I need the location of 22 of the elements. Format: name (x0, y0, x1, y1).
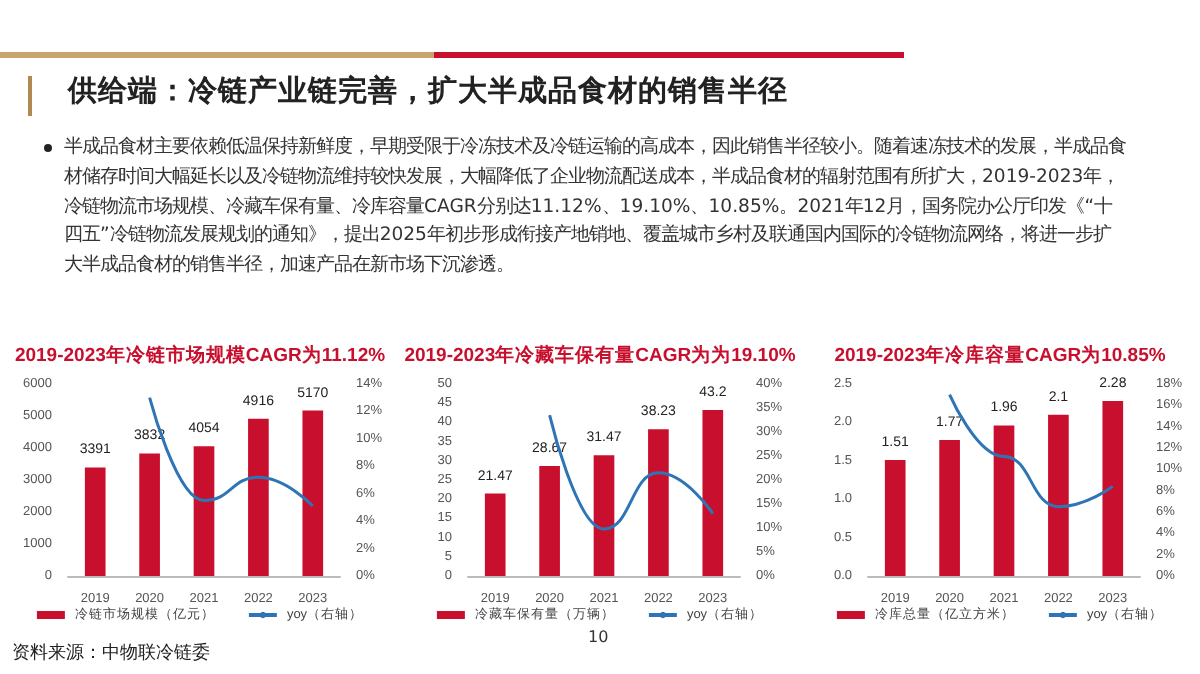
bar (248, 418, 269, 576)
bar (593, 455, 615, 576)
bar (993, 425, 1015, 576)
bar (193, 446, 215, 576)
bar (648, 429, 669, 576)
text: 10 (588, 628, 609, 646)
text: 资料来源：中物联冷链委 (12, 640, 210, 666)
chart-title: 2019-2023年冷库容量CAGR为10.85% (834, 343, 1167, 367)
bar (702, 410, 724, 576)
bar (884, 460, 906, 576)
bar (484, 493, 506, 576)
bar (139, 453, 160, 576)
bar (84, 467, 106, 576)
chart-title: 2019-2023年冷藏车保有量CAGR为为19.10% (404, 343, 797, 367)
bar (1048, 414, 1069, 576)
bar (1102, 400, 1124, 576)
bar (939, 440, 960, 576)
text: 供给端：冷链产业链完善，扩大半成品食材的销售半径 (68, 72, 788, 110)
chart-title: 2019-2023年冷链市场规模CAGR为11.12% (14, 343, 387, 367)
bar (302, 410, 324, 576)
bar (539, 465, 560, 576)
text: 半成品食材主要依赖低温保持新鲜度，早期受限于冷冻技术及冷链运输的高成本，因此销售半径较小。随着速冻技术的发展，半成品食材储存时间大幅延长以及冷链物流维持较快发展，大幅降低了企业物流配送成本，半成品食材的辐射范围有所扩大，2019-2023年，冷链物流市场规模、冷藏车保有量、冷库容量CAGR分别达11.12%、19.10%、10.85%。2021年12月，国务院办公厅印发《“十四五”冷链物流发展规划的通知》，提出2025年初步形成衔接产地销地、覆盖城市乡村及联通国内国际的冷链物流网络，将进一步扩大半成品食材的销售半径，加速产品在新市场下沉渗透。 (64, 134, 1128, 281)
